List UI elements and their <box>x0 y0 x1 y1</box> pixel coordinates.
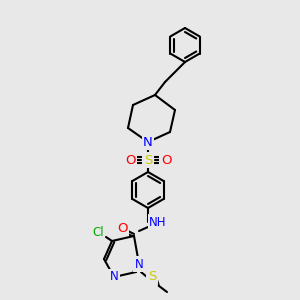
Text: N: N <box>110 271 118 284</box>
Text: S: S <box>144 154 152 166</box>
Text: NH: NH <box>149 215 167 229</box>
Text: O: O <box>161 154 171 166</box>
Text: Cl: Cl <box>92 226 104 239</box>
Text: S: S <box>148 271 156 284</box>
Text: O: O <box>125 154 135 166</box>
Text: N: N <box>135 257 143 271</box>
Text: N: N <box>143 136 153 148</box>
Text: O: O <box>117 221 127 235</box>
